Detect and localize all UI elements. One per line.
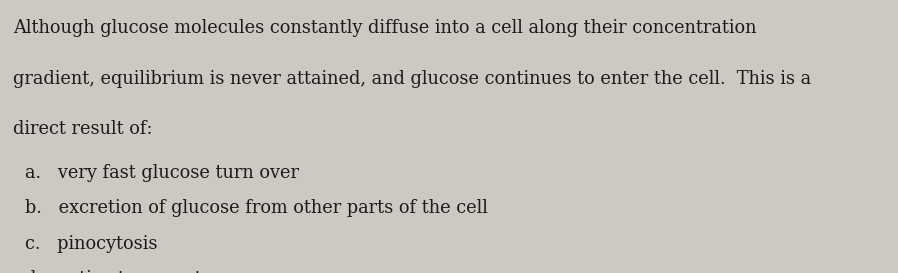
Text: b.   excretion of glucose from other parts of the cell: b. excretion of glucose from other parts… [25,199,488,217]
Text: direct result of:: direct result of: [13,120,153,138]
Text: d.   active transport: d. active transport [25,270,202,273]
Text: gradient, equilibrium is never attained, and glucose continues to enter the cell: gradient, equilibrium is never attained,… [13,70,812,88]
Text: Although glucose molecules constantly diffuse into a cell along their concentrat: Although glucose molecules constantly di… [13,19,757,37]
Text: a.   very fast glucose turn over: a. very fast glucose turn over [25,164,299,182]
Text: c.   pinocytosis: c. pinocytosis [25,235,158,253]
